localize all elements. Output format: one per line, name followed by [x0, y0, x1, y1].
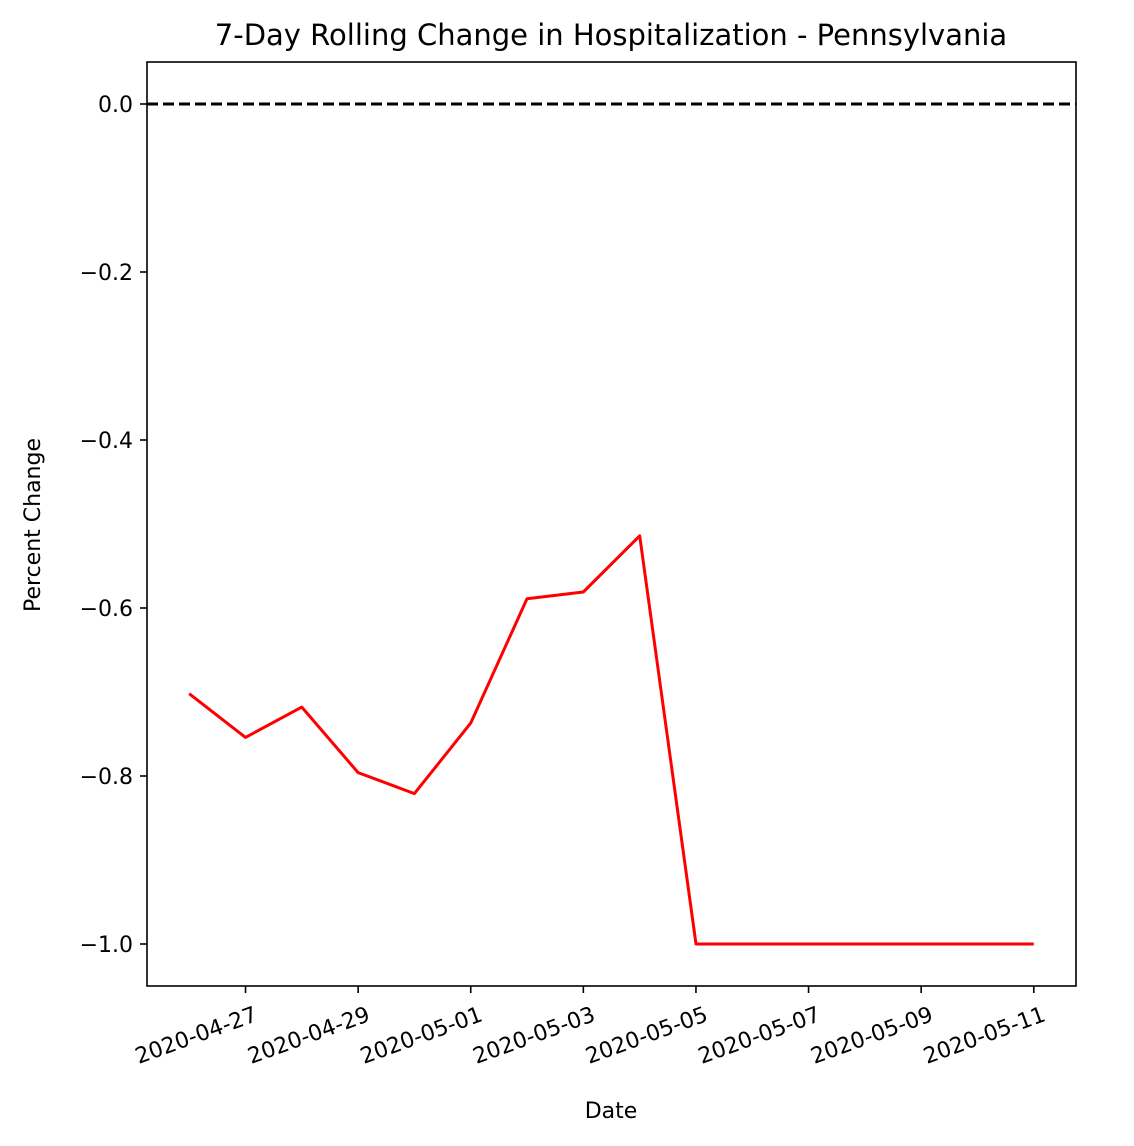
plot-area — [146, 61, 1077, 987]
x-tick-label: 2020-05-09 — [808, 1002, 937, 1069]
x-axis: 2020-04-272020-04-292020-05-012020-05-03… — [132, 986, 1049, 1070]
x-tick-label: 2020-05-01 — [357, 1002, 486, 1069]
x-tick-label: 2020-04-27 — [132, 1002, 261, 1069]
x-tick-label: 2020-04-29 — [245, 1002, 374, 1069]
x-axis-label: Date — [585, 1099, 638, 1124]
y-tick-label: 0.0 — [98, 93, 133, 118]
y-tick-label: −0.6 — [80, 597, 133, 622]
y-axis-label: Percent Change — [21, 438, 46, 612]
x-tick-label: 2020-05-07 — [695, 1002, 824, 1069]
x-tick-label: 2020-05-03 — [470, 1002, 599, 1069]
x-tick-label: 2020-05-11 — [920, 1002, 1049, 1069]
y-tick-label: −1.0 — [80, 933, 133, 958]
x-tick-label: 2020-05-05 — [583, 1002, 712, 1069]
y-axis: 0.0 −0.2 −0.4 −0.6 −0.8 −1.0 — [80, 93, 147, 958]
plot-frame — [146, 61, 1077, 987]
y-tick-label: −0.2 — [80, 261, 133, 286]
chart-title: 7-Day Rolling Change in Hospitalization … — [215, 18, 1007, 52]
y-tick-label: −0.4 — [80, 429, 133, 454]
series-line-0 — [188, 534, 1034, 946]
y-tick-label: −0.8 — [80, 765, 133, 790]
